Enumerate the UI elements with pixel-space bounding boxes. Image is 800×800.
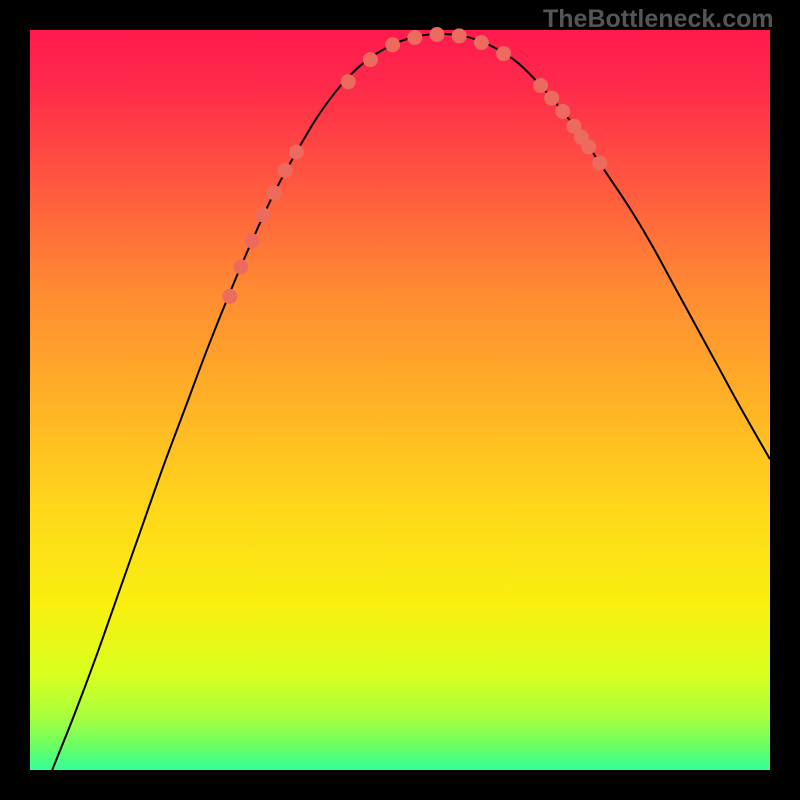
marker-point [545, 91, 559, 105]
marker-point [267, 186, 281, 200]
marker-point [497, 47, 511, 61]
marker-point [534, 79, 548, 93]
chart-stage: TheBottleneck.com [0, 0, 800, 800]
marker-point [452, 29, 466, 43]
marker-point [223, 289, 237, 303]
marker-point [408, 30, 422, 44]
bottleneck-chart [0, 0, 800, 800]
marker-point [593, 156, 607, 170]
marker-point [289, 145, 303, 159]
marker-point [430, 27, 444, 41]
marker-point [556, 104, 570, 118]
marker-point [386, 38, 400, 52]
marker-point [278, 164, 292, 178]
marker-point [256, 208, 270, 222]
marker-point [582, 140, 596, 154]
marker-point [474, 36, 488, 50]
marker-point [341, 75, 355, 89]
marker-point [363, 53, 377, 67]
gradient-background [30, 30, 770, 770]
marker-point [234, 260, 248, 274]
marker-point [245, 234, 259, 248]
watermark-label: TheBottleneck.com [543, 5, 774, 34]
